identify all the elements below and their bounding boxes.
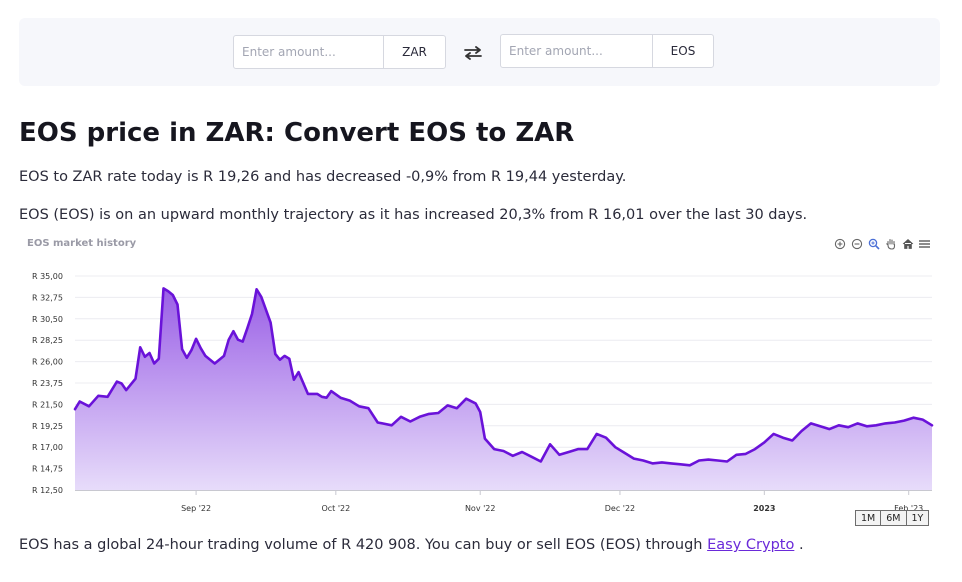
magnifier-icon <box>868 238 880 250</box>
y-tick-label: R 30,50 <box>32 315 63 324</box>
from-amount-field: ZAR <box>233 35 446 69</box>
range-1y-button[interactable]: 1Y <box>905 510 930 526</box>
volume-text: EOS has a global 24-hour trading volume … <box>19 537 708 553</box>
y-tick-label: R 26,00 <box>32 358 63 367</box>
pan-hand-icon <box>885 238 895 250</box>
y-tick-label: R 19,25 <box>32 422 63 431</box>
zoom-in-button[interactable] <box>832 236 847 251</box>
zoom-out-icon <box>851 238 862 249</box>
chart-menu-button[interactable] <box>917 236 932 251</box>
range-selector: 1M 6M 1Y <box>855 510 930 526</box>
menu-icon <box>919 239 930 248</box>
zoom-in-icon <box>834 238 845 249</box>
x-tick-label: Oct '22 <box>321 504 350 513</box>
from-amount-input[interactable] <box>234 36 384 68</box>
swap-button[interactable] <box>454 40 492 66</box>
x-tick-label: Sep '22 <box>181 504 211 513</box>
price-line <box>73 287 934 467</box>
reset-zoom-button[interactable] <box>900 236 915 251</box>
zoom-out-button[interactable] <box>849 236 864 251</box>
from-currency-label[interactable]: ZAR <box>383 36 445 68</box>
volume-end: . <box>794 537 804 553</box>
currency-converter <box>19 18 940 86</box>
to-amount-input[interactable] <box>501 35 653 67</box>
chart-toolbar <box>832 236 932 251</box>
monthly-trend: EOS (EOS) is on an upward monthly trajec… <box>19 207 808 223</box>
x-tick-label: Feb '23 <box>894 504 923 513</box>
y-tick-label: R 21,50 <box>32 400 63 409</box>
rate-summary: EOS to ZAR rate today is R 19,26 and has… <box>19 169 627 185</box>
chart-title: EOS market history <box>27 238 137 249</box>
to-currency-label[interactable]: EOS <box>652 35 713 67</box>
selection-zoom-button[interactable] <box>866 236 881 251</box>
y-tick-label: R 14,75 <box>32 465 63 474</box>
y-tick-label: R 23,75 <box>32 379 63 388</box>
pan-button[interactable] <box>883 236 898 251</box>
to-amount-field: EOS <box>500 34 714 68</box>
y-tick-label: R 17,00 <box>32 443 63 452</box>
volume-summary: EOS has a global 24-hour trading volume … <box>19 537 804 553</box>
y-tick-label: R 35,00 <box>32 272 63 281</box>
range-1m-button[interactable]: 1M <box>855 510 882 526</box>
x-tick-label: Dec '22 <box>605 504 635 513</box>
x-tick-label: 2023 <box>753 504 775 513</box>
y-tick-label: R 28,25 <box>32 336 63 345</box>
x-tick-label: Nov '22 <box>465 504 496 513</box>
price-area <box>75 288 932 490</box>
y-tick-label: R 12,50 <box>32 486 63 495</box>
y-tick-label: R 32,75 <box>32 293 63 302</box>
swap-arrows-icon <box>464 46 482 60</box>
home-icon <box>902 238 913 249</box>
easy-crypto-link[interactable]: Easy Crypto <box>707 537 795 553</box>
page-title: EOS price in ZAR: Convert EOS to ZAR <box>19 118 575 148</box>
range-6m-button[interactable]: 6M <box>880 510 907 526</box>
